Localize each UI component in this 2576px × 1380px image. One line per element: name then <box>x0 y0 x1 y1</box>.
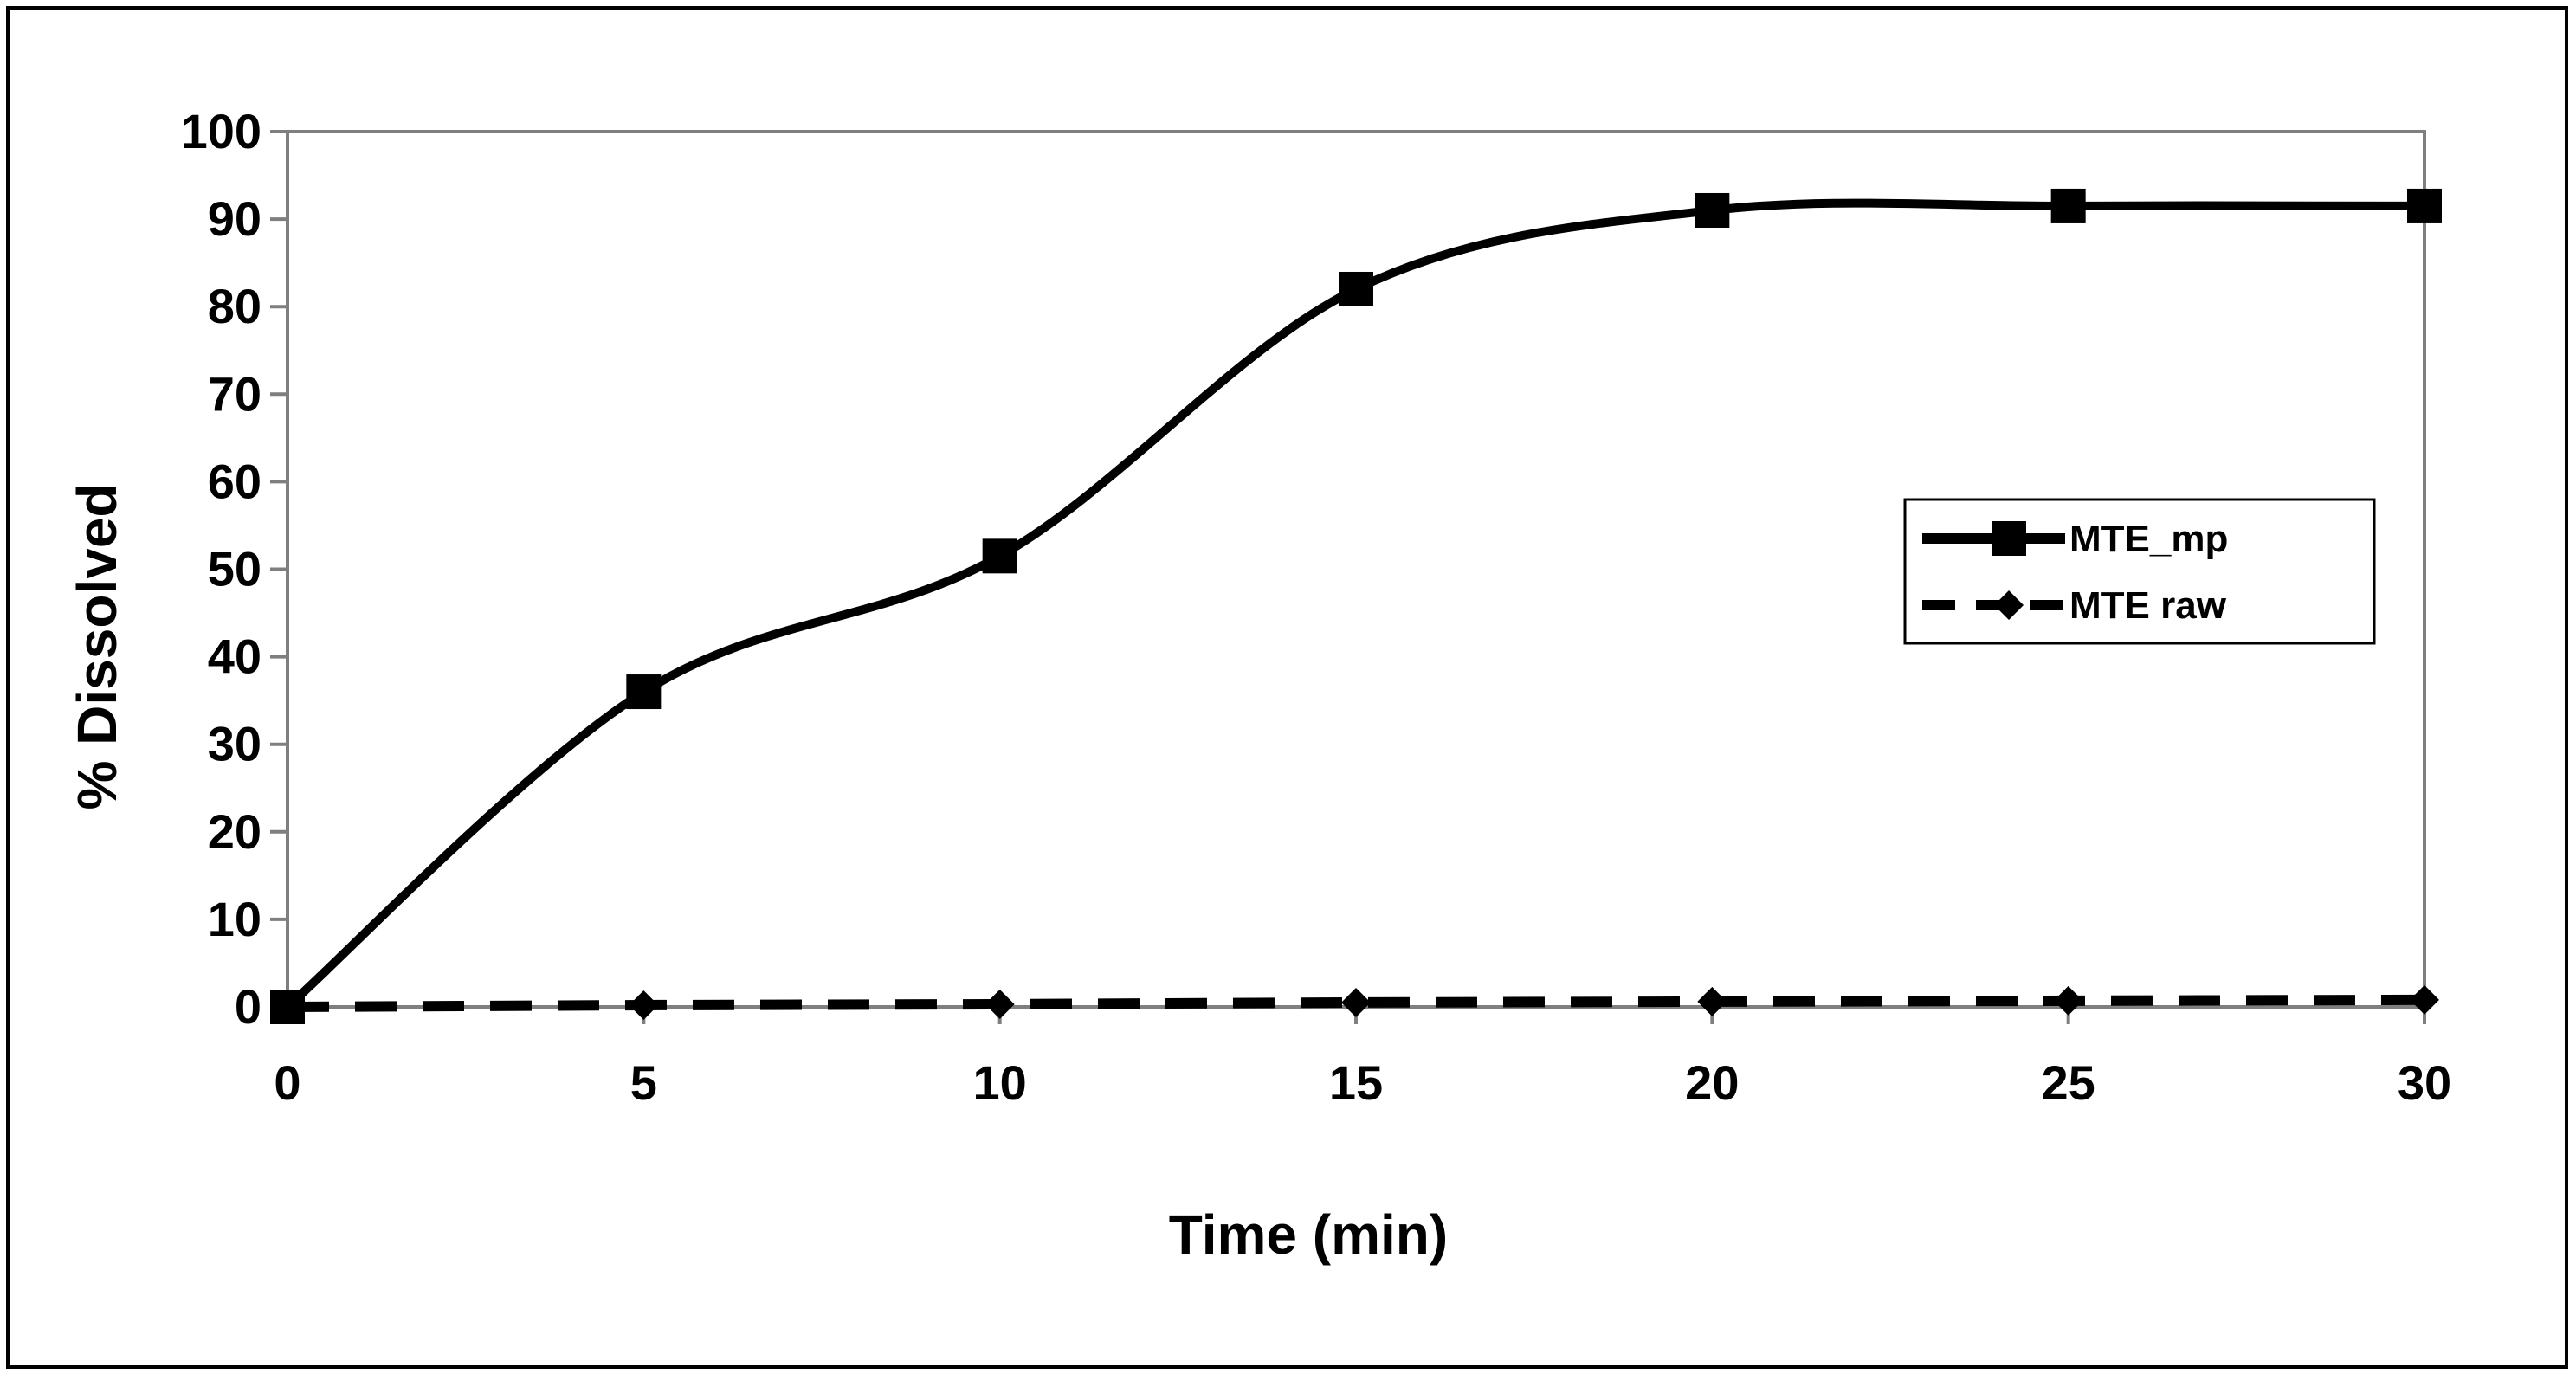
legend-box <box>1903 498 2376 645</box>
y-tick-label: 70 <box>208 366 261 421</box>
x-tick-label: 5 <box>630 1055 657 1110</box>
x-tick-label: 0 <box>274 1055 300 1110</box>
legend: MTE_mp MTE raw <box>1903 498 2376 645</box>
x-axis-title: Time (min) <box>1169 1203 1448 1266</box>
data-point-0 <box>982 538 1017 574</box>
legend-marker-1 <box>1994 590 2024 620</box>
y-axis-title: % Dissolved <box>66 483 128 809</box>
data-point-0 <box>1339 271 1373 306</box>
legend-label-0: MTE_mp <box>2069 518 2228 560</box>
data-point-1 <box>2410 984 2439 1015</box>
y-tick-label: 20 <box>208 804 261 859</box>
y-tick-label: 100 <box>181 104 261 158</box>
y-tick-label: 60 <box>208 454 261 508</box>
data-point-1 <box>1697 986 1727 1016</box>
data-point-1 <box>985 989 1015 1019</box>
x-tick-label: 10 <box>973 1055 1027 1110</box>
data-point-1 <box>1341 987 1371 1017</box>
y-tick-label: 0 <box>235 979 261 1034</box>
legend-marker-0 <box>1992 521 2026 556</box>
x-tick-label: 20 <box>1685 1055 1739 1110</box>
data-point-0 <box>2407 188 2442 223</box>
x-tick-label: 15 <box>1329 1055 1383 1110</box>
data-point-0 <box>626 674 662 710</box>
legend-label-1: MTE raw <box>2069 584 2227 627</box>
data-point-1 <box>629 990 659 1020</box>
data-point-0 <box>1695 192 1730 228</box>
data-point-0 <box>2050 188 2086 223</box>
data-point-1 <box>2053 985 2083 1016</box>
plot-area: 0 10 20 30 40 50 60 70 80 90 100 0 5 10 15 20 25 30 MTE_mp… <box>181 104 2452 1110</box>
y-tick-label: 10 <box>208 892 261 946</box>
y-tick-label: 30 <box>208 717 261 771</box>
x-tick-label: 30 <box>2398 1055 2451 1110</box>
x-tick-label: 25 <box>2042 1055 2095 1110</box>
data-point-1 <box>273 992 302 1022</box>
y-tick-label: 80 <box>208 279 261 333</box>
y-tick-label: 40 <box>208 629 261 684</box>
y-tick-label: 50 <box>208 542 261 596</box>
y-tick-label: 90 <box>208 191 261 246</box>
